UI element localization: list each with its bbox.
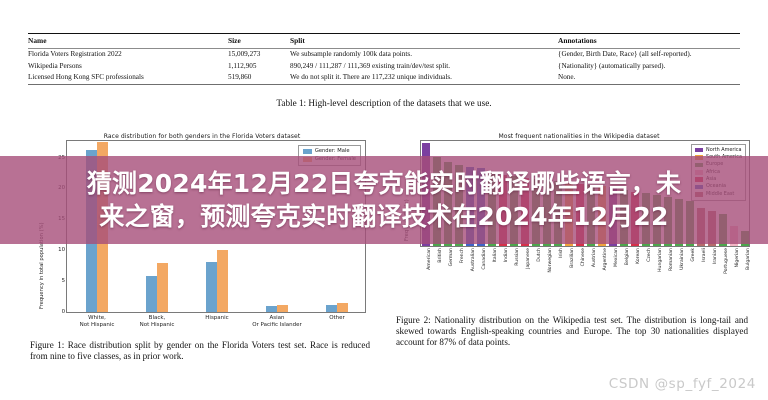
column-header-name: Name [28,33,228,49]
x-tick-label: Czech [646,248,652,262]
x-tick-label: French [459,248,465,264]
cell-size: 1,112,905 [228,61,257,70]
y-tick-label: 5 [61,278,65,285]
legend-swatch [695,147,704,153]
x-tick-label: Korean [635,248,641,264]
bar [277,304,288,312]
cell-size: 519,860 [228,72,252,81]
column-header-split: Split [290,33,558,49]
bar-group [247,304,307,312]
table-row: Wikipedia Persons 1,112,905 890,249 / 11… [28,60,740,71]
cell-size: 15,009,273 [228,50,261,59]
overlay-line-2: 来之窗，预测夸克实时翻译技术在2024年12月22 [99,202,669,231]
cell-name: Licensed Hong Kong SFC professionals [28,72,144,81]
x-tick-label: Indian [503,248,509,263]
x-tick-label: Irish [558,248,564,258]
x-tick-label: German [448,248,454,267]
datasets-table: Name Size Split Annotations Florida Vote… [28,33,740,85]
column-header-annotations: Annotations [558,33,740,49]
x-tick-label: Iranian [712,248,718,264]
column-header-size: Size [228,33,290,49]
chart-title-nationality: Most frequent nationalities in the Wikip… [498,133,660,140]
x-tick-label: Hispanic [205,315,229,321]
cell-name: Wikipedia Persons [28,61,82,70]
legend-item: North America [695,147,742,154]
x-tick-label: Hungarian [657,248,663,272]
x-tick-label: American [426,248,432,270]
csdn-watermark: CSDN @sp_fyf_2024 [608,376,756,392]
legend-label: North America [706,146,742,153]
x-tick-label: Greek [690,248,696,262]
x-tick-label: Portuguese [723,248,729,274]
bar-group [187,250,247,312]
x-tick-label: Canadian [481,248,487,270]
legend-item: Gender: Male [302,148,356,156]
cell-split: We subsample randomly 100k data points. [290,50,412,59]
x-tick-label: Other [329,315,345,321]
x-tick-label: Australian [470,248,476,272]
x-tick-label: Bulgarian [745,248,751,270]
table-row: Licensed Hong Kong SFC professionals 519… [28,72,740,85]
x-tick-label: Belgian [624,248,630,266]
table-row: Florida Voters Registration 2022 15,009,… [28,49,740,61]
bar [326,304,337,312]
cell-annotations: {Gender, Birth Date, Race} (all self-rep… [558,50,692,59]
bar [217,250,228,312]
bar [206,261,217,312]
legend-swatch [302,149,312,155]
bar [337,303,348,312]
x-tick-label: Italian [492,248,498,263]
figure-2-caption: Figure 2: Nationality distribution on th… [396,315,748,348]
bar [266,306,277,312]
chart-title-race: Race distribution for both genders in th… [103,133,301,140]
cell-annotations: None. [558,72,576,81]
overlay-line-1: 猜测2024年12月22日夸克能实时翻译哪些语言，未 [86,168,682,198]
x-tick-label: Russian [514,248,520,266]
x-tick-label: Romanian [668,248,674,271]
chinese-title-overlay: 猜测2024年12月22日夸克能实时翻译哪些语言，未 来之窗，预测夸克实时翻译技… [0,156,768,244]
x-tick-label: Argentine [602,248,608,271]
x-tick-label: Asian Or Pacific Islander [252,315,302,328]
x-tick-label: British [437,248,443,263]
x-tick-label: Austrian [591,248,597,268]
x-tick-label: Black, Not Hispanic [139,315,175,328]
x-tick-label: Japanese [525,248,531,269]
x-tick-label: Ukrainian [679,248,685,270]
cell-split: We do not split it. There are 117,232 un… [290,72,452,81]
x-tick-label: Dutch [536,248,542,262]
cell-split: 890,249 / 111,287 / 111,369 existing tra… [290,61,451,70]
cell-annotations: {Nationality} (automatically parsed). [558,61,666,70]
table-header: Name Size Split Annotations [28,33,740,49]
figure-1-caption: Figure 1: Race distribution split by gen… [30,340,370,362]
x-tick-label: Nigerian [734,248,740,268]
bar [146,276,157,312]
cell-name: Florida Voters Registration 2022 [28,50,122,59]
x-tick-label: Chinese [580,248,586,267]
table-caption: Table 1: High-level description of the d… [276,98,492,108]
x-tick-label: White, Not Hispanic [79,315,115,328]
x-tick-label: Israeli [701,248,707,262]
table-header-row: Name Size Split Annotations [28,33,740,49]
x-tick-label: Norwegian [547,248,553,273]
bar [157,262,168,312]
bar-group [307,303,367,312]
legend-label: Gender: Male [314,148,350,154]
y-tick-label: 10 [58,247,65,254]
x-tick-label: Mexican [613,248,619,267]
table-body: Florida Voters Registration 2022 15,009,… [28,49,740,85]
y-tick-label: 0 [61,309,65,315]
datasets-table-container: Name Size Split Annotations Florida Vote… [28,33,740,85]
x-tick-label: Brazilian [569,248,575,268]
bar-group [127,262,187,312]
